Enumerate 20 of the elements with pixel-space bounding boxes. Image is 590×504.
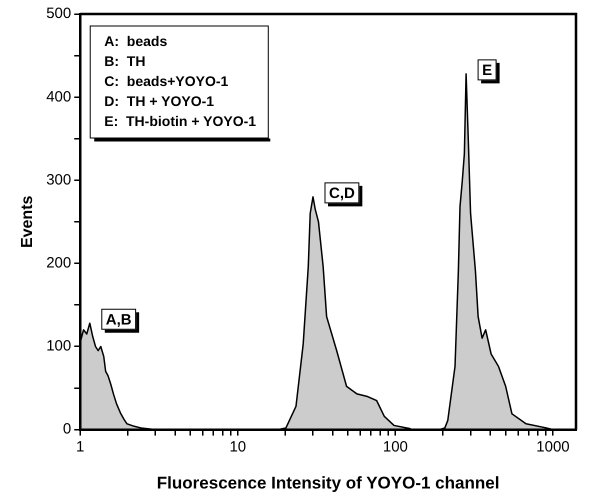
x-tick-label: 100 — [382, 438, 408, 456]
y-tick-label: 100 — [46, 338, 72, 355]
annotation: E: TH-biotin + YOYO-1 — [104, 112, 256, 129]
y-tick-label: 200 — [46, 254, 72, 272]
series-label: A,B — [106, 311, 132, 328]
x-axis-title: Fluorescence Intensity of YOYO-1 channel — [156, 473, 500, 492]
annotation: A: beads — [104, 32, 168, 49]
y-tick-label: 300 — [46, 171, 72, 188]
series-label: C,D — [328, 185, 355, 202]
annotation: D: TH + YOYO-1 — [104, 92, 214, 109]
series-label: E — [482, 62, 492, 79]
y-tick-label: 500 — [46, 5, 72, 22]
x-tick-label: 10 — [229, 438, 246, 456]
x-tick-label: 1000 — [536, 438, 570, 456]
annotation: B: TH — [104, 52, 146, 69]
y-axis-title: Events — [19, 195, 36, 248]
y-tick-label: 400 — [46, 88, 72, 106]
y-tick-label: 0 — [62, 420, 72, 438]
annotation: C: beads+YOYO-1 — [104, 72, 229, 89]
x-tick-label: 1 — [76, 438, 84, 456]
